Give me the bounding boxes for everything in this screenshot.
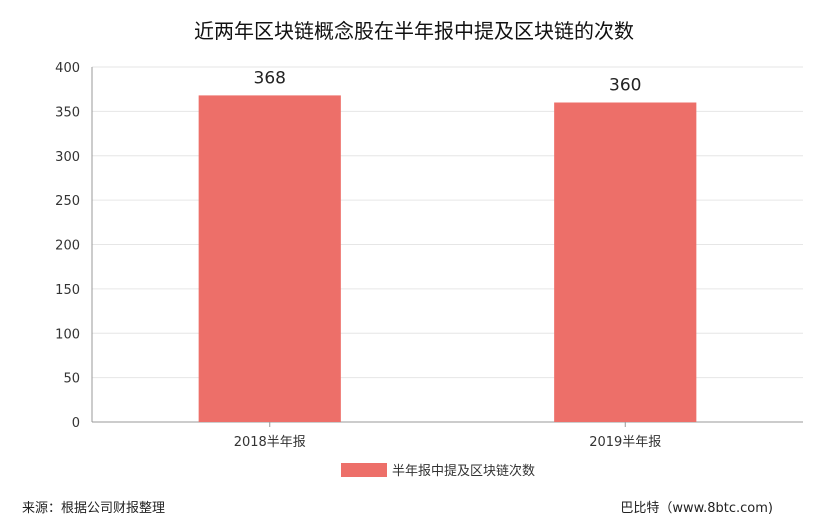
data-labels: 368 360 [254, 68, 642, 95]
y-tick-label: 0 [72, 416, 80, 431]
y-tick-label: 150 [55, 283, 80, 298]
legend-swatch [341, 463, 387, 477]
x-tick-labels: 2018半年报 2019半年报 [234, 422, 661, 450]
bars [198, 95, 697, 423]
bar [554, 102, 697, 422]
y-tick-label: 250 [55, 194, 80, 209]
chart-title: 近两年区块链概念股在半年报中提及区块链的次数 [194, 19, 634, 43]
y-tick-label: 100 [55, 327, 80, 342]
y-tick-label: 350 [55, 105, 80, 120]
bar [198, 95, 341, 423]
y-tick-label: 300 [55, 150, 80, 165]
legend: 半年报中提及区块链次数 [341, 463, 535, 479]
y-tick-label: 400 [55, 61, 80, 76]
x-tick-label: 2019半年报 [589, 435, 661, 450]
data-label: 368 [254, 68, 286, 88]
data-label: 360 [609, 76, 641, 96]
y-tick-labels: 0 50 100 150 200 250 300 350 400 [55, 61, 80, 431]
y-tick-label: 50 [63, 372, 80, 387]
legend-label: 半年报中提及区块链次数 [392, 463, 535, 479]
y-tick-label: 200 [55, 239, 80, 254]
source-note: 来源：根据公司财报整理 [22, 501, 165, 516]
credit-note: 巴比特（www.8btc.com) [620, 501, 773, 516]
x-tick-label: 2018半年报 [234, 435, 306, 450]
